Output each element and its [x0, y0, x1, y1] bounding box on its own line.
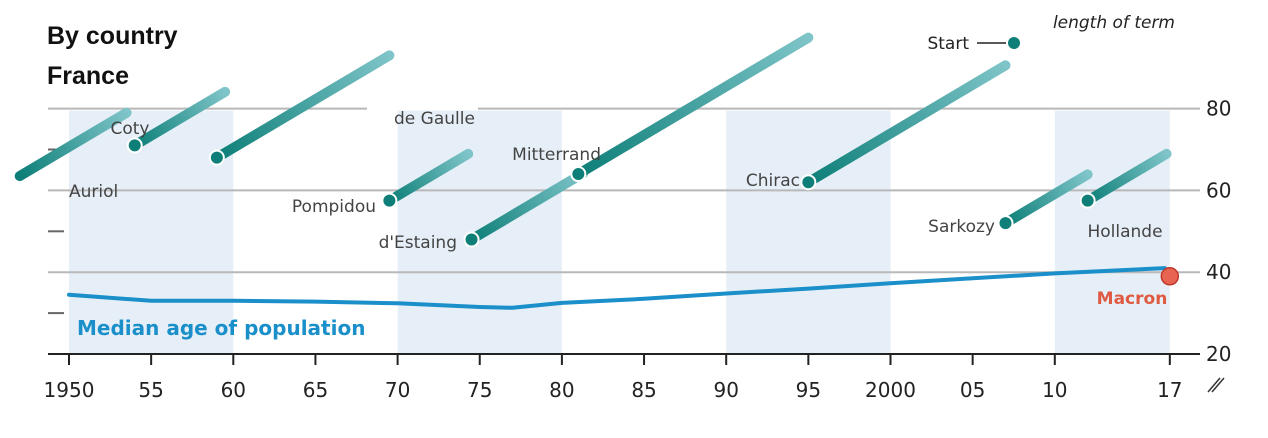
term-start-marker [208, 149, 225, 166]
grid-lines [48, 107, 1200, 315]
term-start-marker [463, 231, 480, 248]
x-tick-label: 10 [1042, 378, 1067, 402]
x-tick-label: 65 [303, 378, 328, 402]
axis-break-stroke [1207, 377, 1221, 393]
x-tick-label: 70 [385, 378, 410, 402]
x-tick-label: 2000 [865, 378, 916, 402]
term-bar [384, 148, 474, 206]
x-tick-label: 95 [796, 378, 821, 402]
chart-subtitle: France [47, 62, 129, 90]
term-start-marker [126, 137, 143, 154]
legend-start-marker [1006, 35, 1022, 51]
x-axis: 1950 55 60 65 70 75 80 85 90 95 2000 05 10 17 [44, 353, 1225, 402]
president-sarkozy: Sarkozy [928, 169, 1093, 237]
president-label: d'Estaing [379, 233, 457, 253]
president-label: Auriol [69, 182, 118, 202]
legend-start-label: Start [927, 34, 969, 54]
x-tick-label: 80 [549, 378, 574, 402]
term-bar [803, 60, 1011, 188]
y-tick-label: 80 [1206, 97, 1231, 121]
term-start-marker [381, 192, 398, 209]
term-bar [1000, 169, 1093, 229]
x-tick-label: 60 [221, 378, 246, 402]
y-tick-label: 20 [1206, 342, 1231, 366]
president-label: Macron [1097, 289, 1168, 309]
axis-break-stroke [1211, 377, 1225, 393]
term-bar [1082, 148, 1172, 206]
decade-band [69, 110, 234, 354]
president-auriol: Auriol [14, 107, 132, 202]
term-start-marker [570, 166, 587, 183]
president-degaulle: de Gaulle [208, 50, 475, 166]
x-tick-label: 85 [631, 378, 656, 402]
president-coty: Coty [111, 86, 231, 154]
legend-length-label: length of term [1053, 13, 1175, 33]
president-mitterrand: Mitterrand [512, 32, 814, 183]
y-tick-label: 60 [1206, 178, 1231, 202]
president-chirac: Chirac [746, 60, 1011, 191]
term-start-marker [1079, 192, 1096, 209]
x-tick-label: 05 [960, 378, 985, 402]
term-bar [129, 86, 231, 151]
x-tick-label: 55 [138, 378, 163, 402]
y-axis: 80 60 40 20 [1206, 97, 1231, 366]
chart-title: By country [47, 22, 178, 50]
legend: length of term Start [927, 13, 1203, 54]
president-macron: Macron [1097, 267, 1180, 309]
term-bar [14, 107, 132, 182]
x-tick-label: 75 [467, 378, 492, 402]
term-bar [211, 50, 395, 163]
decade-band [1054, 110, 1170, 354]
median-age-line [67, 266, 1167, 310]
president-label: Mitterrand [512, 145, 601, 165]
axis-break-icon [1207, 377, 1225, 393]
president-destaing: d'Estaing [379, 168, 589, 253]
x-tick-label: 17 [1157, 378, 1182, 402]
median-age-series: Median age of population [67, 266, 1167, 340]
term-start-marker [800, 174, 817, 191]
x-tick-label: 90 [713, 378, 738, 402]
president-label: de Gaulle [394, 109, 475, 129]
president-hollande: Hollande [1079, 148, 1172, 242]
president-label: Sarkozy [928, 217, 995, 237]
term-bar [466, 168, 589, 245]
term-bar [573, 32, 814, 180]
term-start-marker [997, 215, 1014, 232]
median-age-label: Median age of population [77, 316, 365, 340]
term-start-marker [1160, 267, 1180, 286]
x-tick-label: 1950 [44, 378, 95, 402]
president-label: Coty [111, 119, 150, 139]
y-tick-label: 40 [1206, 260, 1231, 284]
president-label: Pompidou [292, 197, 376, 217]
president-label: Chirac [746, 171, 800, 191]
president-pompidou: Pompidou [292, 148, 474, 217]
president-label: Hollande [1087, 222, 1162, 242]
